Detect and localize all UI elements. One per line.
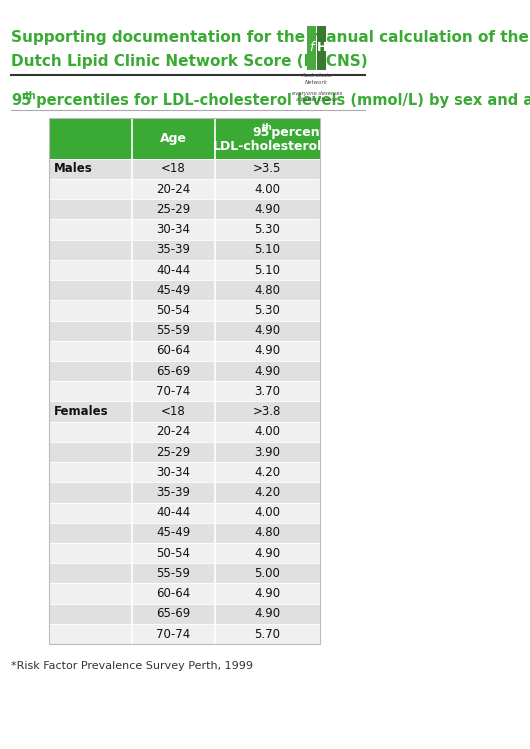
Text: 20-24: 20-24 — [156, 425, 190, 438]
Text: 25-29: 25-29 — [156, 203, 190, 216]
Text: 40-44: 40-44 — [156, 506, 190, 519]
FancyBboxPatch shape — [49, 583, 320, 604]
Text: Supporting documentation for the manual calculation of the: Supporting documentation for the manual … — [11, 30, 529, 45]
Text: 4.00: 4.00 — [254, 183, 280, 195]
FancyBboxPatch shape — [49, 523, 320, 543]
Text: <18: <18 — [161, 163, 186, 175]
Text: <18: <18 — [161, 405, 186, 418]
Text: 3.90: 3.90 — [254, 446, 280, 458]
Text: H: H — [316, 41, 327, 55]
Text: f: f — [310, 41, 314, 55]
Text: 45-49: 45-49 — [156, 284, 190, 297]
Text: 4.90: 4.90 — [254, 547, 280, 560]
Text: 5.00: 5.00 — [254, 567, 280, 580]
Text: 4.90: 4.90 — [254, 203, 280, 216]
FancyBboxPatch shape — [49, 462, 320, 482]
Text: 55-59: 55-59 — [156, 324, 190, 337]
FancyBboxPatch shape — [49, 442, 320, 462]
Text: 45-49: 45-49 — [156, 527, 190, 539]
FancyBboxPatch shape — [49, 219, 320, 240]
Text: 4.00: 4.00 — [254, 425, 280, 438]
FancyBboxPatch shape — [49, 422, 320, 442]
Text: 50-54: 50-54 — [156, 304, 190, 317]
Text: 4.00: 4.00 — [254, 506, 280, 519]
Text: th: th — [25, 91, 37, 100]
Text: 70-74: 70-74 — [156, 385, 190, 398]
FancyBboxPatch shape — [49, 401, 320, 422]
Text: 5.10: 5.10 — [254, 264, 280, 276]
Text: 35-39: 35-39 — [156, 486, 190, 499]
Text: 65-69: 65-69 — [156, 365, 190, 377]
Text: 35-39: 35-39 — [156, 243, 190, 256]
FancyBboxPatch shape — [49, 563, 320, 583]
FancyBboxPatch shape — [49, 179, 320, 199]
FancyBboxPatch shape — [49, 604, 320, 624]
Text: 95: 95 — [11, 93, 32, 108]
Text: percentiles for LDL-cholesterol levels (mmol/L) by sex and age*: percentiles for LDL-cholesterol levels (… — [31, 93, 530, 108]
Text: Males: Males — [54, 163, 92, 175]
Text: 25-29: 25-29 — [156, 446, 190, 458]
Text: 4.20: 4.20 — [254, 486, 280, 499]
FancyBboxPatch shape — [49, 361, 320, 381]
FancyBboxPatch shape — [49, 381, 320, 401]
Text: LDL-cholesterol: LDL-cholesterol — [213, 139, 322, 153]
FancyBboxPatch shape — [49, 503, 320, 523]
Text: 20-24: 20-24 — [156, 183, 190, 195]
Text: 4.80: 4.80 — [254, 527, 280, 539]
Text: 4.20: 4.20 — [254, 466, 280, 479]
FancyBboxPatch shape — [49, 482, 320, 503]
Text: 3.70: 3.70 — [254, 385, 280, 398]
Text: 4.90: 4.90 — [254, 345, 280, 357]
FancyBboxPatch shape — [49, 159, 320, 179]
FancyBboxPatch shape — [49, 321, 320, 341]
Text: 60-64: 60-64 — [156, 587, 190, 600]
Text: >3.8: >3.8 — [253, 405, 281, 418]
Text: 30-34: 30-34 — [156, 223, 190, 236]
Text: 4.90: 4.90 — [254, 587, 280, 600]
FancyBboxPatch shape — [49, 260, 320, 280]
Text: 50-54: 50-54 — [156, 547, 190, 560]
FancyBboxPatch shape — [317, 26, 326, 70]
FancyBboxPatch shape — [49, 543, 320, 563]
FancyBboxPatch shape — [49, 280, 320, 300]
Text: percentile: percentile — [267, 126, 342, 139]
Text: >3.5: >3.5 — [253, 163, 281, 175]
Text: *Risk Factor Prevalence Survey Perth, 1999: *Risk Factor Prevalence Survey Perth, 19… — [11, 661, 253, 670]
FancyBboxPatch shape — [49, 300, 320, 321]
Text: everyone deserves
a better chance: everyone deserves a better chance — [292, 91, 342, 102]
Text: Age: Age — [160, 132, 187, 145]
Text: 95: 95 — [252, 126, 270, 139]
Text: Dutch Lipid Clinic Network Score (DLCNS): Dutch Lipid Clinic Network Score (DLCNS) — [11, 54, 368, 69]
Text: 70-74: 70-74 — [156, 628, 190, 640]
Text: 40-44: 40-44 — [156, 264, 190, 276]
Text: 4.90: 4.90 — [254, 324, 280, 337]
Text: 60-64: 60-64 — [156, 345, 190, 357]
FancyBboxPatch shape — [307, 26, 316, 70]
Text: 65-69: 65-69 — [156, 607, 190, 620]
Text: Australasia
Network: Australasia Network — [302, 73, 332, 85]
FancyBboxPatch shape — [49, 624, 320, 644]
Text: th: th — [262, 123, 272, 132]
Text: 4.90: 4.90 — [254, 607, 280, 620]
Text: 5.30: 5.30 — [254, 304, 280, 317]
FancyBboxPatch shape — [49, 118, 320, 159]
Text: 5.70: 5.70 — [254, 628, 280, 640]
FancyBboxPatch shape — [49, 341, 320, 361]
FancyBboxPatch shape — [49, 240, 320, 260]
Text: 5.10: 5.10 — [254, 243, 280, 256]
Text: 4.90: 4.90 — [254, 365, 280, 377]
FancyBboxPatch shape — [49, 199, 320, 219]
Text: 4.80: 4.80 — [254, 284, 280, 297]
Text: 5.30: 5.30 — [254, 223, 280, 236]
Text: 55-59: 55-59 — [156, 567, 190, 580]
Text: Females: Females — [54, 405, 108, 418]
Text: 30-34: 30-34 — [156, 466, 190, 479]
